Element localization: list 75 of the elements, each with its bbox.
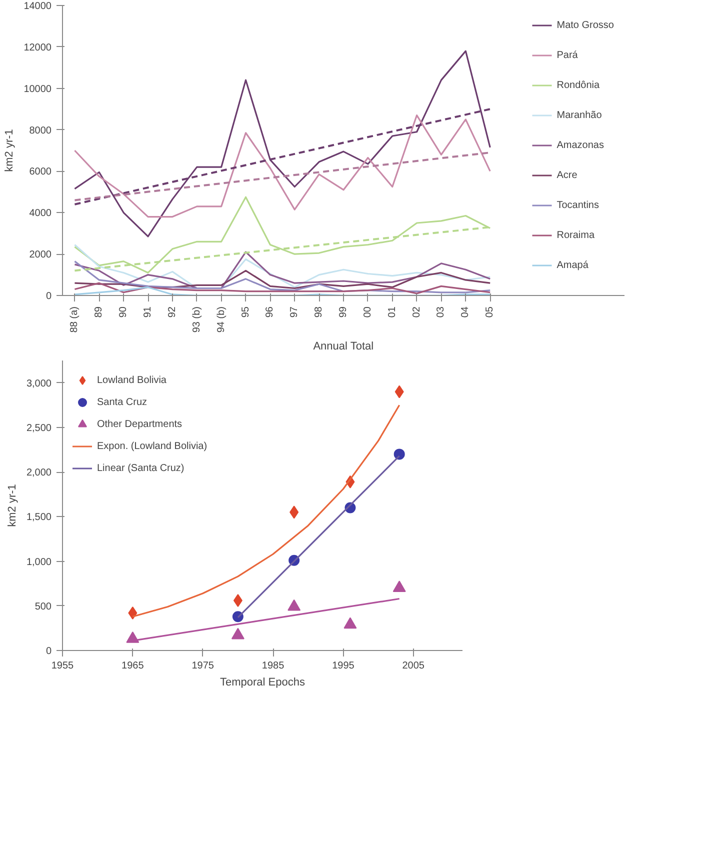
x-tick-label: 91 <box>142 306 154 318</box>
line-series <box>74 50 491 238</box>
legend-label: Roraima <box>556 230 595 240</box>
legend-label: Linear (Santa Cruz) <box>97 462 184 474</box>
legend-label: Amapá <box>556 260 588 270</box>
y-tick-label: 0 <box>46 646 52 657</box>
legend-label: Acre <box>556 170 578 180</box>
point <box>288 599 301 611</box>
line-series <box>74 260 491 294</box>
line-series <box>74 286 491 296</box>
x-tick-label: 98 <box>314 306 325 318</box>
x-tick-label: 1975 <box>192 660 214 672</box>
x-tick-label: 01 <box>386 306 398 318</box>
y-tick-label: 12000 <box>24 42 52 54</box>
x-tick-label: 90 <box>118 306 130 318</box>
y-tick-label: 14000 <box>24 1 52 12</box>
y-tick-label: 0 <box>46 291 52 302</box>
y-tick-label: 10000 <box>24 84 52 95</box>
legend-label: Expon. (Lowland Bolivia) <box>97 440 208 452</box>
x-tick-label: 95 <box>240 306 252 318</box>
y-tick-label: 6000 <box>29 166 52 178</box>
y-tick-label: 4000 <box>29 208 52 220</box>
x-tick-label: 89 <box>94 306 105 318</box>
line-series <box>74 251 491 290</box>
y-tick-label: 2000 <box>29 250 52 261</box>
x-tick-label: 97 <box>289 306 300 318</box>
y-tick-label: 500 <box>34 601 52 612</box>
y-axis-title: km2 yr-1 <box>4 129 16 172</box>
legend-label: Maranhão <box>556 110 602 120</box>
point <box>344 617 357 629</box>
x-tick-label: 94 (b) <box>216 306 227 333</box>
x-tick-label: 1955 <box>51 660 74 672</box>
point <box>290 506 299 519</box>
legend-label: Other Departments <box>97 418 182 430</box>
legend-label: Lowland Bolivia <box>97 374 166 386</box>
x-axis-title: Temporal Epochs <box>220 676 306 688</box>
x-tick-label: 92 <box>166 306 178 318</box>
legend-label: Rondônia <box>556 80 600 90</box>
point <box>394 448 405 460</box>
x-tick-label: 1965 <box>122 660 144 672</box>
x-tick-label: 88 (a) <box>69 306 80 333</box>
legend-label: Amazonas <box>556 140 604 150</box>
x-axis-title: Annual Total <box>313 340 374 353</box>
y-tick-label: 3,000 <box>26 378 52 390</box>
line-series <box>74 244 491 290</box>
legend-label: Mato Grosso <box>556 20 614 30</box>
y-tick-label: 1,500 <box>26 512 52 524</box>
point <box>392 580 406 592</box>
point <box>233 594 242 608</box>
x-tick-label: 2005 <box>402 660 425 672</box>
y-tick-label: 8000 <box>29 125 52 136</box>
x-tick-label: 05 <box>484 306 496 318</box>
x-tick-label: 1995 <box>332 660 355 672</box>
line-series <box>74 270 491 290</box>
x-tick-label: 93 (b) <box>191 306 202 333</box>
y-tick-label: 2,000 <box>26 468 52 479</box>
legend-label: Tocantins <box>556 200 599 210</box>
x-tick-label: 96 <box>264 306 276 318</box>
legend-label: Santa Cruz <box>97 396 148 408</box>
point <box>126 631 140 643</box>
point <box>394 385 404 398</box>
y-tick-label: 2,500 <box>26 422 52 434</box>
legend-label: Pará <box>556 50 578 60</box>
point <box>128 606 138 620</box>
x-tick-label: 04 <box>460 306 472 318</box>
x-tick-label: 03 <box>436 306 447 318</box>
x-tick-label: 00 <box>362 306 374 318</box>
x-tick-label: 99 <box>338 306 349 318</box>
line-series <box>74 282 491 294</box>
x-tick-label: 02 <box>411 306 422 318</box>
y-axis-title: km2 yr-1 <box>6 484 18 527</box>
x-tick-label: 1985 <box>262 660 285 672</box>
y-tick-label: 1,000 <box>26 556 52 568</box>
line-series <box>74 114 491 218</box>
point <box>231 628 244 640</box>
